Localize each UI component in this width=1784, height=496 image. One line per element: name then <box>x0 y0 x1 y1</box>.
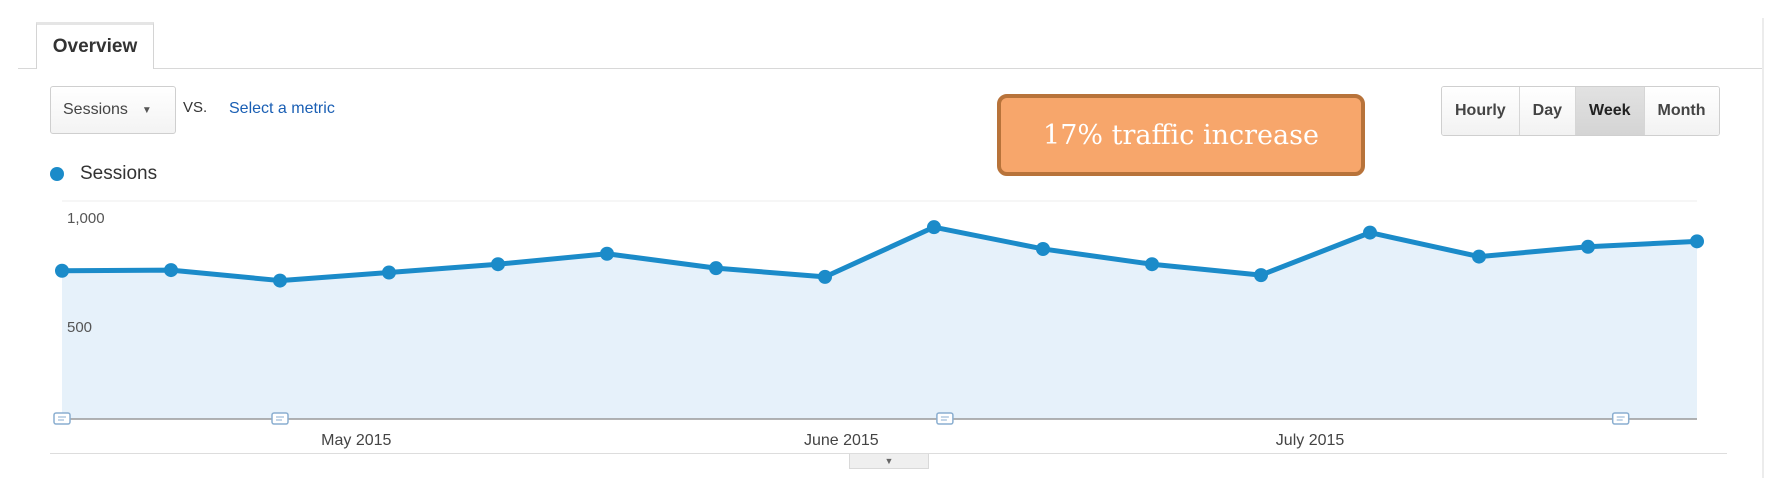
data-point <box>164 263 178 278</box>
data-point <box>1690 234 1704 249</box>
note-marker-icon[interactable] <box>271 412 289 425</box>
data-point <box>1581 239 1595 254</box>
data-point <box>1145 257 1159 272</box>
data-point <box>273 273 287 288</box>
chart-legend: Sessions <box>50 163 157 185</box>
legend-label-sessions: Sessions <box>80 163 158 184</box>
collapse-chart-button[interactable]: ▼ <box>849 454 929 469</box>
data-point <box>491 257 505 272</box>
granularity-toggle: Hourly Day Week Month <box>1441 86 1720 136</box>
tab-overview[interactable]: Overview <box>36 22 154 69</box>
caret-down-icon: ▼ <box>884 456 894 466</box>
data-point <box>600 246 614 261</box>
week-button[interactable]: Week <box>1575 87 1644 135</box>
traffic-increase-callout: 17% traffic increase <box>997 94 1365 176</box>
x-tick-label: May 2015 <box>321 432 391 449</box>
note-marker-icon[interactable] <box>53 412 71 425</box>
select-metric-link[interactable]: Select a metric <box>229 100 335 117</box>
metric-select-value: Sessions <box>63 101 128 118</box>
data-point <box>1472 249 1486 264</box>
data-point <box>709 261 723 276</box>
data-point <box>927 220 941 235</box>
chart-bottom-border <box>50 453 1727 454</box>
x-tick-label: July 2015 <box>1276 432 1345 449</box>
note-marker-icon[interactable] <box>936 412 954 425</box>
day-button[interactable]: Day <box>1518 87 1576 135</box>
panel-right-border <box>1762 18 1764 478</box>
data-point <box>1254 268 1268 283</box>
y-tick-label: 500 <box>67 319 92 336</box>
note-marker-icon[interactable] <box>1611 412 1630 425</box>
x-tick-label: June 2015 <box>804 432 879 449</box>
vs-label: VS. <box>183 99 208 116</box>
data-point <box>55 263 69 278</box>
data-point <box>1363 225 1377 240</box>
data-point <box>818 269 832 284</box>
caret-down-icon: ▼ <box>141 104 152 116</box>
metric-select[interactable]: Sessions ▼ <box>50 86 176 134</box>
series-area <box>62 227 1697 419</box>
series-line <box>61 224 1698 284</box>
month-button[interactable]: Month <box>1643 87 1719 135</box>
data-point <box>382 265 396 280</box>
data-point <box>1036 241 1050 256</box>
tab-bar-divider <box>18 68 1762 69</box>
hourly-button[interactable]: Hourly <box>1442 87 1519 135</box>
legend-marker <box>50 167 64 181</box>
y-tick-label: 1,000 <box>67 210 105 227</box>
